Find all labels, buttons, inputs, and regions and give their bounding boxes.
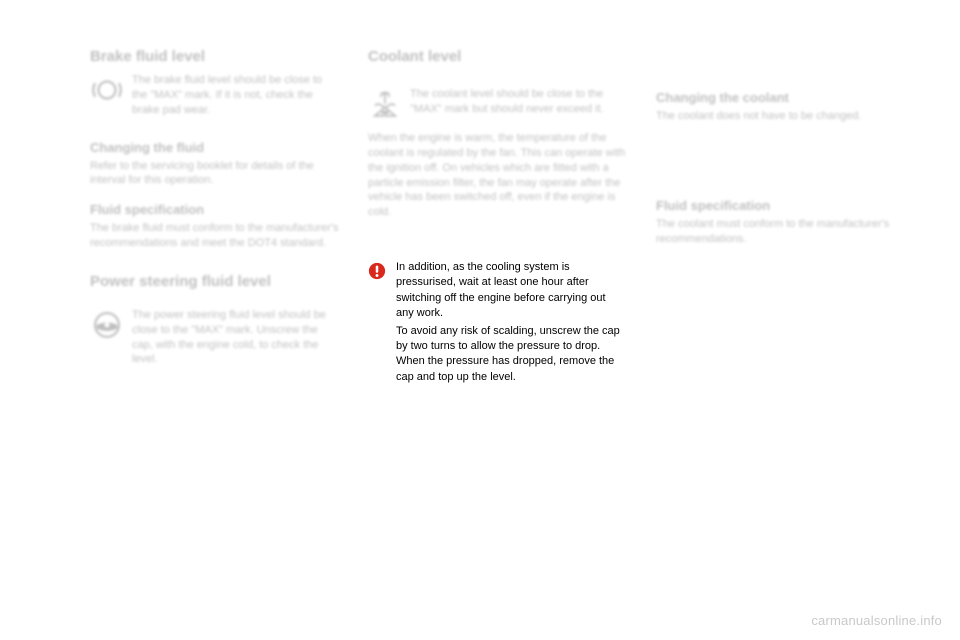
coolant-body-2: When the engine is warm, the temperature… <box>368 131 628 220</box>
coolant-row: The coolant level should be close to the… <box>368 87 628 121</box>
coolant-title: Coolant level <box>368 48 628 65</box>
callout-text: In addition, as the cooling system is pr… <box>396 260 624 385</box>
callout-paragraph-1: In addition, as the cooling system is pr… <box>396 260 624 322</box>
fluid-spec-title-left: Fluid specification <box>90 202 340 217</box>
fluid-spec-body-left: The brake fluid must conform to the manu… <box>90 221 340 251</box>
changing-coolant-body: The coolant does not have to be changed. <box>656 109 906 124</box>
column-left: Brake fluid level The brake fluid level … <box>90 48 340 385</box>
watermark-text: carmanualsonline.info <box>811 613 942 628</box>
changing-coolant-title: Changing the coolant <box>656 90 906 105</box>
brake-fluid-row: The brake fluid level should be close to… <box>90 73 340 118</box>
spacer <box>656 48 906 76</box>
warning-callout: In addition, as the cooling system is pr… <box>368 260 628 385</box>
column-right: Changing the coolant The coolant does no… <box>656 48 906 385</box>
callout-paragraph-2: To avoid any risk of scalding, unscrew t… <box>396 324 624 386</box>
power-steering-row: The power steering fluid level should be… <box>90 308 340 367</box>
brake-warning-icon <box>90 73 124 107</box>
changing-fluid-title: Changing the fluid <box>90 140 340 155</box>
fluid-spec-body-right: The coolant must conform to the manufact… <box>656 217 906 247</box>
manual-page: Brake fluid level The brake fluid level … <box>0 0 960 405</box>
column-middle: Coolant level The coolant level should b… <box>368 48 628 385</box>
coolant-text-block: The coolant level should be close to the… <box>410 87 628 117</box>
changing-fluid-body: Refer to the servicing booklet for detai… <box>90 159 340 189</box>
steering-wheel-icon <box>90 308 124 342</box>
coolant-temperature-icon <box>368 87 402 121</box>
power-steering-body: The power steering fluid level should be… <box>132 308 340 367</box>
exclamation-icon <box>368 262 386 280</box>
fluid-spec-title-right: Fluid specification <box>656 198 906 213</box>
brake-fluid-body: The brake fluid level should be close to… <box>132 73 340 118</box>
brake-fluid-title: Brake fluid level <box>90 48 340 65</box>
spacer <box>656 124 906 184</box>
coolant-body-1: The coolant level should be close to the… <box>410 87 628 117</box>
power-steering-title: Power steering fluid level <box>90 273 340 290</box>
